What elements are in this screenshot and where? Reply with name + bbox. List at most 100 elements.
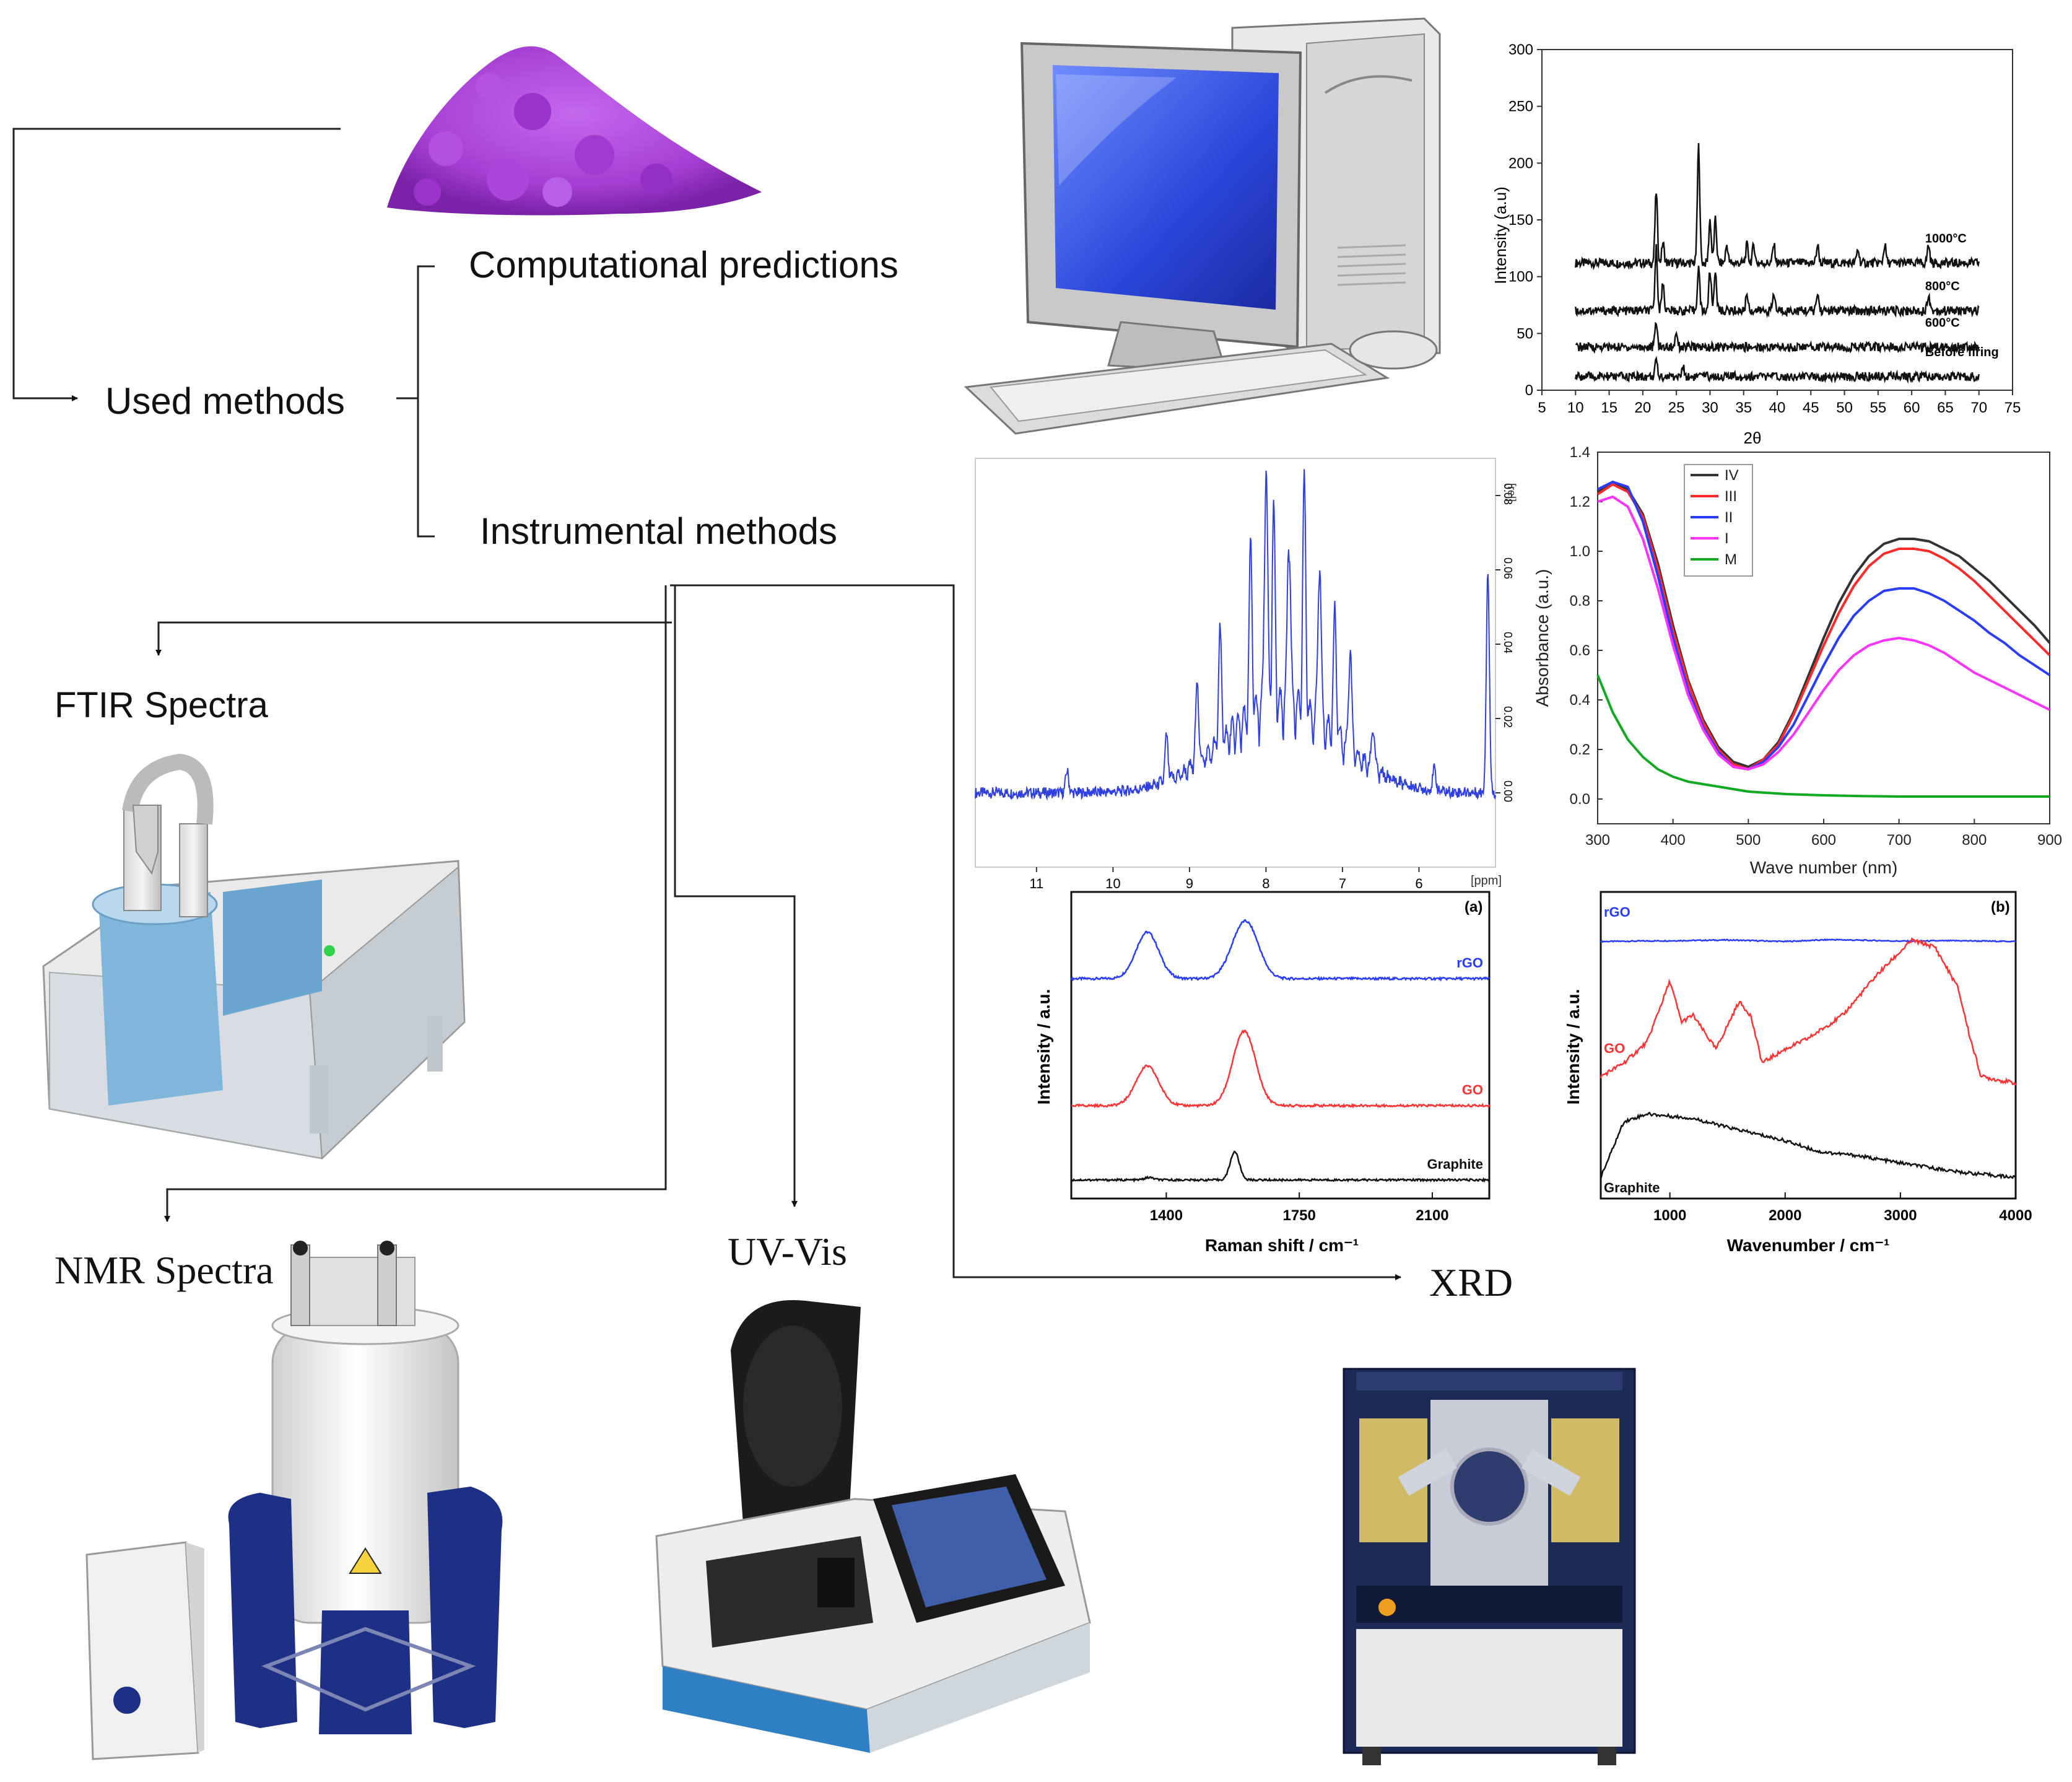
ir-series-line	[1600, 938, 2016, 943]
y-tick-label: 0.8	[1570, 593, 1590, 609]
flow-connectors	[12, 128, 1401, 1280]
x-tick-label: 600	[1811, 832, 1836, 849]
xrd-series-line	[1575, 356, 1980, 384]
y-tick-label: 0.00	[1502, 780, 1514, 802]
uv-vis-spectrophotometer-icon	[655, 1300, 1091, 1753]
y-tick-label: 0.4	[1570, 692, 1590, 709]
label-instrumental-methods: Instrumental methods	[480, 510, 837, 552]
x-tick-label: 10	[1105, 876, 1120, 891]
plot-frame	[1600, 891, 2017, 1200]
y-tick-label: 250	[1508, 98, 1533, 115]
x-tick-label: 10	[1567, 400, 1584, 416]
raman-spectrum-chart: (a) 1400 1750 2100 rGO GO Graphite Raman shi…	[1034, 891, 1491, 1255]
x-tick-label: 35	[1735, 400, 1752, 416]
x-tick-label: 800	[1962, 832, 1987, 849]
y-tick-label: 50	[1517, 325, 1533, 342]
ir-series-line	[1600, 937, 2017, 1086]
x-tick-label: 9	[1186, 876, 1193, 891]
plot-frame	[1541, 49, 2013, 391]
raman-series-line	[1071, 1029, 1491, 1109]
series-label: Before firing	[1925, 346, 1999, 359]
label-ftir-spectra: FTIR Spectra	[54, 685, 269, 725]
x-tick-label: 20	[1635, 400, 1652, 416]
panel-label: (a)	[1465, 899, 1482, 915]
x-tick-label: 5	[1538, 400, 1546, 416]
nmr-trace	[975, 469, 1496, 801]
series-label: GO	[1462, 1082, 1483, 1098]
x-tick-label: 45	[1803, 400, 1819, 416]
series-label: Graphite	[1427, 1156, 1483, 1172]
x-tick-label: 50	[1836, 400, 1853, 416]
uv-series-line	[1596, 481, 2051, 768]
x-tick-label: 15	[1601, 400, 1617, 416]
x-tick-label: 11	[1029, 876, 1043, 891]
x-tick-label: 75	[2005, 400, 2021, 416]
legend-label: IV	[1725, 467, 1739, 484]
x-tick-label: 1750	[1282, 1207, 1315, 1224]
xrd-series-line	[1575, 321, 1980, 354]
uv-series-line	[1597, 496, 2050, 771]
raman-series-line	[1070, 1150, 1490, 1183]
x-axis-label: Raman shift / cm⁻¹	[1205, 1236, 1359, 1255]
ir-series-line	[1600, 1111, 2017, 1180]
x-axis-label: Wavenumber / cm⁻¹	[1727, 1236, 1890, 1255]
label-used-methods: Used methods	[105, 380, 345, 422]
y-tick-label: 0.0	[1570, 791, 1590, 808]
x-tick-label: 3000	[1884, 1207, 1917, 1224]
y-tick-label: 0.04	[1502, 632, 1514, 653]
x-tick-label: 55	[1870, 400, 1887, 416]
x-axis-label: 2θ	[1744, 429, 1762, 447]
x-tick-label: 8	[1262, 876, 1269, 891]
legend-label: III	[1725, 488, 1737, 505]
label-nmr-spectra: NMR Spectra	[54, 1248, 274, 1292]
ir-spectrum-chart: (b) 1000 2000 3000 4000 rGO GO Graphite Waven…	[1564, 891, 2032, 1255]
nmr-spectrum-chart: 11 10 9 8 7 6 0.00 0.02 0.04 0.06 0.08 [ppm] [rel…	[975, 458, 1518, 891]
x-tick-label: 7	[1339, 876, 1346, 891]
connector-to-nmr	[164, 585, 667, 1222]
x-tick-label: 25	[1668, 400, 1685, 416]
connector-powder-to-used-methods	[12, 128, 341, 401]
y-tick-label: 0.6	[1570, 642, 1590, 659]
series-label: rGO	[1604, 904, 1630, 920]
series-label: 800°C	[1925, 280, 1960, 294]
label-xrd: XRD	[1429, 1260, 1513, 1304]
xrd-series-line	[1575, 244, 1980, 318]
xrd-series-line	[1575, 142, 1980, 271]
y-axis-label: Intensity (a.u)	[1491, 186, 1510, 284]
y-tick-label: 200	[1508, 155, 1533, 172]
xrd-pattern-chart: 5 10 15 20 25 30 35 40 45 50 55 60 65 70 75 0 50 100 150 2…	[1491, 41, 2021, 447]
x-tick-label: 300	[1585, 832, 1610, 849]
x-tick-label: 70	[1970, 400, 1987, 416]
y-tick-label: 150	[1508, 212, 1533, 229]
x-unit-label: [ppm]	[1471, 874, 1502, 888]
series-label: 600°C	[1925, 316, 1960, 330]
y-axis-label: Intensity / a.u.	[1564, 989, 1583, 1105]
x-axis-label: Wave number (nm)	[1750, 858, 1898, 877]
bracket-methods	[396, 265, 435, 538]
series-label: Graphite	[1604, 1180, 1660, 1195]
y-tick-label: 0.06	[1502, 557, 1514, 579]
x-tick-label: 1400	[1150, 1207, 1183, 1224]
legend-label: I	[1725, 530, 1729, 547]
uv-series-line	[1596, 675, 2050, 798]
y-tick-label: 300	[1508, 41, 1533, 58]
x-tick-label: 2000	[1769, 1207, 1801, 1224]
x-tick-label: 400	[1661, 832, 1686, 849]
y-axis-label: Intensity / a.u.	[1034, 989, 1053, 1105]
series-label: 1000°C	[1925, 232, 1967, 246]
series-label: GO	[1604, 1041, 1625, 1056]
y-tick-label: 0.2	[1570, 741, 1590, 758]
legend-label: II	[1725, 509, 1733, 526]
ftir-spectrometer-icon	[42, 753, 466, 1160]
y-unit-label: [rel]	[1505, 483, 1518, 502]
x-tick-label: 6	[1415, 876, 1422, 891]
x-tick-label: 700	[1887, 832, 1912, 849]
legend-label: M	[1725, 551, 1737, 568]
nmr-spectrometer-icon	[85, 1241, 503, 1760]
x-tick-label: 60	[1904, 400, 1920, 416]
panel-label: (b)	[1991, 899, 2010, 915]
uv-series-line	[1596, 483, 2051, 771]
x-tick-label: 4000	[1999, 1207, 2032, 1224]
y-axis-label: Absorbance (a.u.)	[1533, 569, 1552, 707]
